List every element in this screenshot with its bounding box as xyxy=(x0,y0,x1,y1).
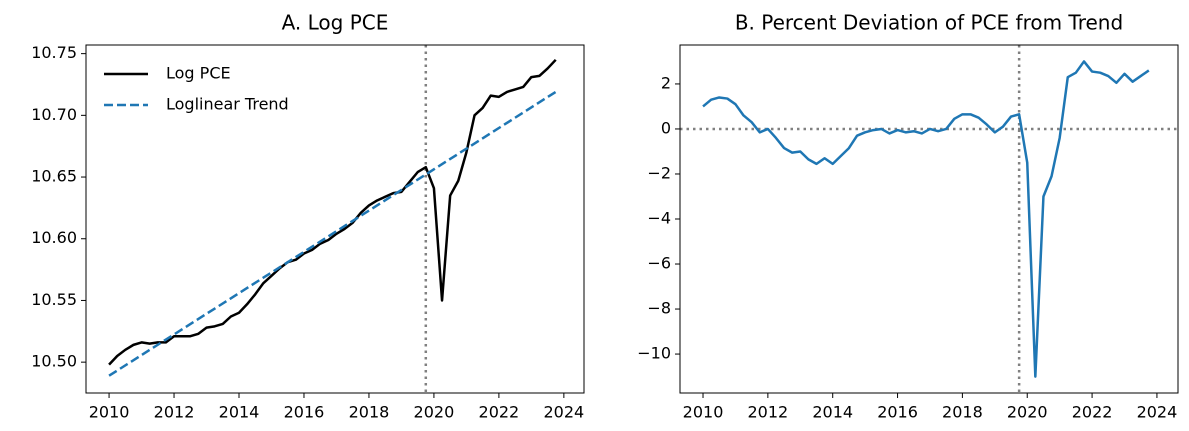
chart-title: B. Percent Deviation of PCE from Trend xyxy=(735,11,1123,35)
x-tick-label: 2020 xyxy=(414,403,455,422)
x-tick-label: 2022 xyxy=(479,403,520,422)
x-tick-label: 2020 xyxy=(1007,403,1048,422)
y-tick-label: −6 xyxy=(647,254,671,273)
legend-label: Log PCE xyxy=(166,64,231,83)
data-line xyxy=(108,90,557,377)
y-tick-label: 10.70 xyxy=(31,105,77,124)
x-tick-label: 2024 xyxy=(1137,403,1178,422)
y-tick-label: −10 xyxy=(637,344,671,363)
x-tick-label: 2024 xyxy=(543,403,584,422)
plot-frame xyxy=(679,44,1179,394)
data-line xyxy=(108,58,557,366)
x-tick-label: 2012 xyxy=(748,403,789,422)
y-tick-label: 10.50 xyxy=(31,352,77,371)
y-tick-label: 10.55 xyxy=(31,290,77,309)
x-tick-label: 2018 xyxy=(942,403,983,422)
x-tick-label: 2018 xyxy=(349,403,390,422)
plot-frame xyxy=(85,44,585,394)
x-tick-label: 2012 xyxy=(154,403,195,422)
chart-title: A. Log PCE xyxy=(282,11,389,35)
x-tick-label: 2022 xyxy=(1072,403,1113,422)
y-tick-label: −8 xyxy=(647,299,671,318)
x-tick-label: 2016 xyxy=(877,403,918,422)
y-tick-label: −4 xyxy=(647,209,671,228)
y-tick-label: −2 xyxy=(647,163,671,182)
x-tick-label: 2014 xyxy=(812,403,853,422)
y-tick-label: 10.65 xyxy=(31,167,77,186)
y-tick-label: 10.75 xyxy=(31,43,77,62)
legend-label: Loglinear Trend xyxy=(166,95,289,114)
y-tick-label: 0 xyxy=(661,118,671,137)
x-tick-label: 2016 xyxy=(284,403,325,422)
x-tick-label: 2010 xyxy=(89,403,130,422)
y-tick-label: 10.60 xyxy=(31,228,77,247)
data-line xyxy=(702,60,1150,378)
y-tick-label: 2 xyxy=(661,73,671,92)
x-tick-label: 2014 xyxy=(219,403,260,422)
x-tick-label: 2010 xyxy=(683,403,724,422)
